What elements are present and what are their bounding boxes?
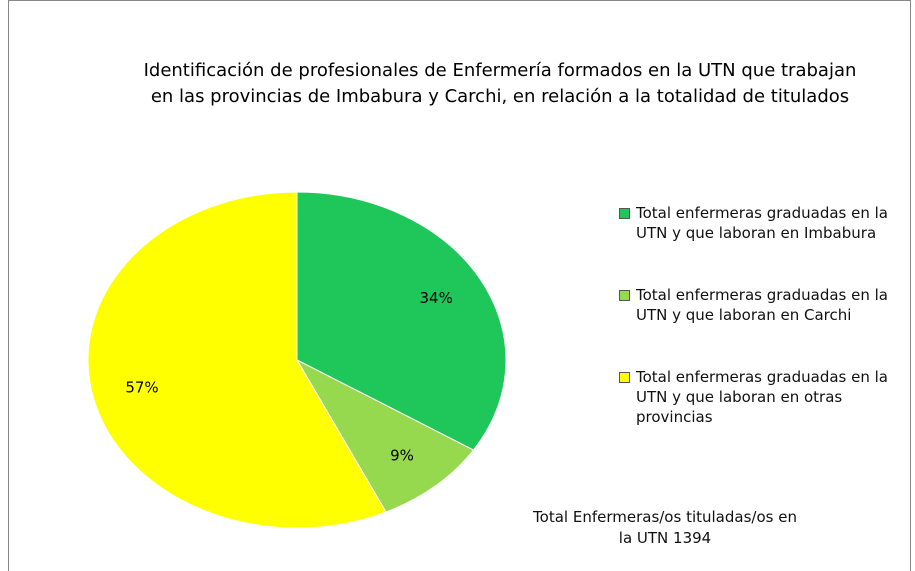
- legend-swatch: [619, 208, 630, 219]
- legend-swatch: [619, 290, 630, 301]
- chart-border: [8, 0, 911, 571]
- legend-label: Total enfermeras graduadas en la UTN y q…: [636, 286, 888, 324]
- data-label: 57%: [125, 378, 158, 396]
- data-label: 9%: [390, 446, 414, 464]
- legend-swatch: [619, 372, 630, 383]
- legend-label: Total enfermeras graduadas en la UTN y q…: [636, 368, 888, 426]
- chart-title: Identificación de profesionales de Enfer…: [143, 60, 857, 107]
- legend-entry: Total enfermeras graduadas en la UTN y q…: [619, 285, 898, 325]
- data-label: 34%: [420, 289, 453, 307]
- legend-entry: Total enfermeras graduadas en la UTN y q…: [619, 367, 898, 427]
- legend-entry: Total enfermeras graduadas en la UTN y q…: [619, 203, 898, 243]
- legend-label: Total enfermeras graduadas en la UTN y q…: [636, 204, 888, 242]
- pie-slice: [87, 191, 387, 529]
- pie-slice: [295, 358, 475, 513]
- pie-slice: [296, 191, 507, 451]
- annotation: Total Enfermeras/os tituladas/os en la U…: [533, 508, 797, 547]
